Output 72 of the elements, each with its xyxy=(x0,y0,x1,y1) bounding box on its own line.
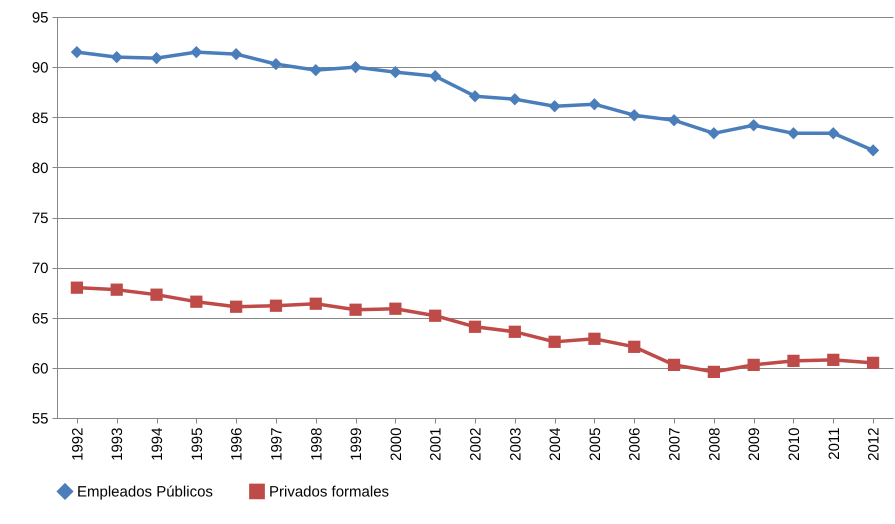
point xyxy=(110,50,123,64)
point xyxy=(628,340,640,353)
point xyxy=(548,100,561,112)
point xyxy=(230,48,242,60)
point xyxy=(230,300,242,313)
point xyxy=(150,52,163,64)
point xyxy=(270,58,282,70)
point xyxy=(70,46,84,58)
point xyxy=(190,296,202,308)
x-tick-label: 2007 xyxy=(666,428,684,461)
x-tick-label: 2004 xyxy=(547,428,564,461)
point xyxy=(708,366,720,378)
point xyxy=(668,358,680,371)
x-tick-label: 1992 xyxy=(69,428,86,461)
point xyxy=(270,300,282,312)
point xyxy=(70,282,84,294)
y-tick-label: 70 xyxy=(32,260,48,278)
x-tick-label: 1997 xyxy=(268,428,286,461)
x-tick-label: 2000 xyxy=(388,428,405,461)
point xyxy=(468,320,482,333)
legend-label: Privados formales xyxy=(269,483,390,500)
point xyxy=(628,109,640,122)
y-tick-label: 60 xyxy=(32,360,48,378)
y-tick-label: 85 xyxy=(32,110,48,127)
x-tick-label: 2005 xyxy=(586,428,604,461)
x-tick-label: 1999 xyxy=(348,428,366,461)
point xyxy=(310,64,322,76)
point xyxy=(190,46,202,58)
point xyxy=(588,332,601,345)
point xyxy=(310,298,322,310)
point xyxy=(787,354,800,367)
x-tick-label: 2001 xyxy=(428,428,445,461)
point xyxy=(468,90,482,102)
x-tick-label: 2011 xyxy=(826,428,843,460)
y-tick-label: 95 xyxy=(32,10,48,26)
point xyxy=(748,358,760,371)
point xyxy=(389,302,402,315)
y-tick-label: 90 xyxy=(32,60,48,77)
y-tick-label: 55 xyxy=(32,410,48,428)
legend-label: Empleados Públicos xyxy=(77,483,213,500)
y-tick-label: 65 xyxy=(32,310,48,328)
point xyxy=(110,284,123,296)
point xyxy=(748,119,760,132)
point xyxy=(866,356,880,369)
x-tick-label: 2010 xyxy=(786,428,803,461)
x-tick-label: 2006 xyxy=(626,428,644,461)
point xyxy=(429,310,442,322)
point xyxy=(389,66,402,78)
point xyxy=(827,354,840,366)
x-tick-label: 2003 xyxy=(507,428,524,461)
x-tick-label: 2012 xyxy=(866,428,883,461)
point xyxy=(588,98,601,110)
point xyxy=(548,336,561,348)
point xyxy=(508,326,521,338)
point xyxy=(150,288,163,301)
x-tick-label: 1995 xyxy=(188,428,206,461)
point xyxy=(866,144,880,156)
point xyxy=(429,70,442,82)
x-tick-label: 2002 xyxy=(468,428,484,461)
y-tick-label: 75 xyxy=(32,210,48,227)
point xyxy=(668,114,680,126)
x-tick-label: 1994 xyxy=(149,428,166,461)
point xyxy=(349,61,362,74)
x-tick-label: 1996 xyxy=(228,428,246,461)
x-tick-label: 2009 xyxy=(746,428,764,461)
x-tick-label: 1993 xyxy=(109,428,126,461)
point xyxy=(508,93,521,106)
x-tick-label: 1998 xyxy=(308,428,326,461)
point xyxy=(708,127,720,140)
x-tick-label: 2008 xyxy=(706,428,724,461)
y-tick-label: 80 xyxy=(32,160,48,177)
point xyxy=(349,304,362,316)
